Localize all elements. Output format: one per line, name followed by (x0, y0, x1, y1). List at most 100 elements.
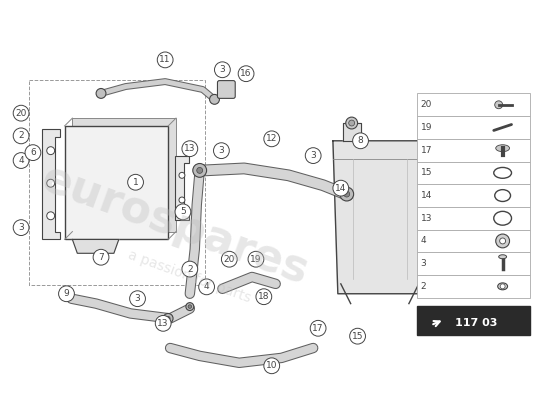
Circle shape (157, 52, 173, 68)
Circle shape (47, 212, 54, 220)
Text: 3: 3 (421, 259, 426, 268)
Circle shape (166, 316, 170, 320)
Circle shape (213, 143, 229, 158)
FancyBboxPatch shape (417, 94, 530, 116)
Circle shape (238, 66, 254, 82)
Circle shape (13, 220, 29, 236)
Circle shape (210, 94, 219, 104)
Circle shape (163, 314, 173, 323)
Circle shape (353, 133, 368, 149)
Text: 2: 2 (18, 131, 24, 140)
Text: 11: 11 (160, 55, 171, 64)
Text: 3: 3 (218, 146, 224, 155)
FancyBboxPatch shape (417, 116, 530, 139)
Circle shape (495, 101, 503, 109)
Text: 16: 16 (240, 69, 252, 78)
Circle shape (256, 289, 272, 304)
Text: 3: 3 (18, 223, 24, 232)
Circle shape (155, 316, 171, 331)
FancyBboxPatch shape (417, 275, 530, 298)
Text: 12: 12 (266, 134, 277, 143)
Circle shape (13, 128, 29, 144)
Circle shape (500, 284, 505, 289)
Polygon shape (343, 123, 361, 141)
Circle shape (349, 120, 355, 126)
Polygon shape (333, 141, 427, 294)
Circle shape (264, 131, 279, 147)
Circle shape (182, 141, 198, 156)
Text: 20: 20 (224, 255, 235, 264)
Circle shape (47, 179, 54, 187)
Text: a passion for parts: a passion for parts (126, 248, 253, 306)
Circle shape (199, 279, 214, 295)
Text: 7: 7 (98, 253, 104, 262)
FancyBboxPatch shape (64, 126, 168, 240)
Circle shape (25, 145, 41, 160)
Circle shape (128, 174, 144, 190)
Circle shape (179, 197, 185, 203)
Polygon shape (42, 129, 59, 240)
Circle shape (222, 251, 237, 267)
Text: 15: 15 (421, 168, 432, 177)
Text: 13: 13 (421, 214, 432, 223)
FancyBboxPatch shape (417, 139, 530, 162)
FancyBboxPatch shape (417, 207, 530, 230)
Text: 13: 13 (157, 319, 169, 328)
Text: 17: 17 (421, 146, 432, 155)
Ellipse shape (496, 145, 509, 152)
Circle shape (333, 180, 349, 196)
Circle shape (47, 147, 54, 155)
Text: 9: 9 (64, 289, 69, 298)
Text: 14: 14 (421, 191, 432, 200)
Text: 10: 10 (266, 361, 278, 370)
Polygon shape (73, 240, 119, 253)
Circle shape (179, 172, 185, 178)
Circle shape (214, 62, 230, 78)
Circle shape (264, 358, 279, 374)
Text: 6: 6 (30, 148, 36, 157)
Ellipse shape (499, 255, 507, 259)
Text: 14: 14 (335, 184, 346, 193)
Circle shape (96, 88, 106, 98)
Circle shape (193, 164, 207, 177)
Circle shape (350, 328, 366, 344)
Text: 3: 3 (310, 151, 316, 160)
Circle shape (340, 187, 354, 201)
FancyBboxPatch shape (417, 184, 530, 207)
Circle shape (59, 286, 74, 302)
Text: 19: 19 (250, 255, 262, 264)
Text: 2: 2 (187, 264, 192, 274)
Text: 3: 3 (219, 65, 226, 74)
Circle shape (496, 234, 509, 248)
Circle shape (130, 291, 145, 306)
Text: 117 03: 117 03 (455, 318, 497, 328)
Text: 15: 15 (352, 332, 364, 341)
Text: 3: 3 (135, 294, 140, 303)
FancyBboxPatch shape (217, 81, 235, 98)
Text: 4: 4 (18, 156, 24, 165)
Text: 19: 19 (421, 123, 432, 132)
Text: 20: 20 (421, 100, 432, 109)
Ellipse shape (498, 283, 508, 290)
Circle shape (248, 251, 264, 267)
Circle shape (175, 204, 191, 220)
Text: eurospares: eurospares (35, 156, 315, 293)
FancyBboxPatch shape (417, 252, 530, 275)
Text: 4: 4 (421, 236, 426, 246)
Circle shape (186, 303, 194, 310)
Text: 18: 18 (258, 292, 270, 301)
Circle shape (344, 191, 350, 197)
Circle shape (93, 249, 109, 265)
Text: 2: 2 (421, 282, 426, 291)
Circle shape (182, 261, 198, 277)
FancyBboxPatch shape (417, 230, 530, 252)
Circle shape (13, 153, 29, 168)
Circle shape (13, 105, 29, 121)
Text: 17: 17 (312, 324, 324, 333)
FancyBboxPatch shape (417, 306, 530, 335)
Text: 20: 20 (15, 109, 27, 118)
Text: 5: 5 (180, 207, 186, 216)
Circle shape (310, 320, 326, 336)
Polygon shape (175, 156, 189, 220)
Text: 8: 8 (358, 136, 364, 145)
